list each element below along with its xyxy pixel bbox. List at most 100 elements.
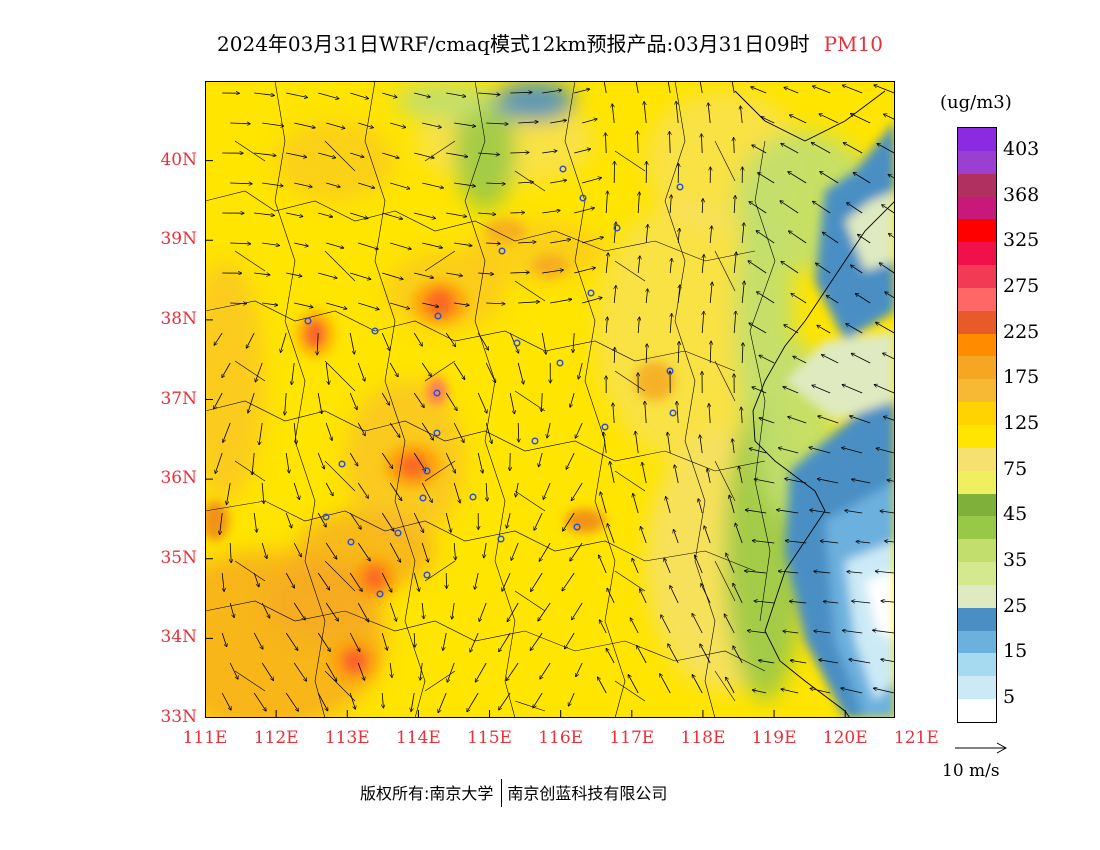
wind-arrow [823, 601, 839, 603]
wind-arrow [761, 117, 775, 124]
wind-arrow [539, 452, 543, 467]
wind-arrow [745, 510, 767, 514]
wind-arrow [389, 542, 400, 562]
wind-arrow [742, 343, 743, 364]
lon-label: 117E [609, 728, 655, 748]
wind-arrow [638, 192, 639, 214]
wind-arrow [530, 632, 543, 651]
wind-arrow [752, 145, 767, 154]
wind-arrow [478, 273, 493, 274]
wind-arrow [724, 614, 735, 634]
wind-arrow [858, 234, 871, 244]
wind-arrow [574, 208, 594, 214]
wind-arrow [674, 465, 679, 484]
legend-colorbar [957, 127, 997, 723]
wind-arrow [533, 692, 543, 708]
wind-arrow [485, 362, 495, 383]
wind-arrow [261, 602, 270, 618]
wind-arrow [702, 199, 703, 214]
wind-arrow [842, 448, 863, 454]
wind-arrow [414, 152, 434, 158]
wind-arrow [678, 285, 680, 304]
city-marker [469, 493, 477, 501]
wind-arrow [294, 242, 308, 246]
legend-swatch [958, 219, 996, 243]
title-variable: PM10 [823, 32, 883, 56]
wind-arrow [214, 392, 223, 409]
wind-arrow [814, 571, 831, 573]
city-marker [559, 165, 567, 173]
wind-arrow [742, 223, 744, 244]
wind-arrow [542, 270, 563, 274]
wind-arrow [280, 332, 287, 353]
city-marker [613, 224, 621, 232]
city-marker [338, 460, 346, 468]
wind-arrow [851, 265, 863, 274]
legend-swatch [958, 265, 996, 288]
wind-arrow [357, 362, 365, 381]
wind-arrow [783, 387, 799, 394]
wind-arrow [422, 182, 443, 188]
wind-arrow [578, 362, 583, 379]
wind-arrow [477, 392, 487, 413]
wind-arrow [563, 512, 575, 531]
city-marker [371, 327, 379, 335]
wind-arrow [603, 432, 607, 454]
wind-arrow [421, 362, 431, 376]
wind-arrow [784, 325, 799, 334]
legend-label: 125 [1003, 412, 1040, 434]
wind-arrow [745, 571, 767, 574]
wind-arrow [789, 231, 807, 244]
wind-arrow [414, 272, 433, 278]
wind-arrow [253, 512, 257, 532]
city-marker [587, 289, 595, 297]
wind-arrow [531, 572, 543, 592]
legend-swatch [958, 653, 996, 677]
wind-arrow [709, 404, 710, 424]
wind-arrow [478, 93, 500, 95]
city-marker [497, 535, 505, 543]
wind-arrow [822, 232, 839, 244]
lon-label: 111E [182, 728, 228, 748]
wind-arrow [510, 272, 529, 273]
wind-arrow [817, 325, 831, 334]
wind-arrow [220, 512, 223, 535]
wind-arrow [507, 512, 511, 528]
wind-arrow [885, 292, 895, 299]
wind-arrow [841, 688, 863, 694]
wind-arrow [499, 692, 511, 710]
wind-arrow [285, 692, 298, 711]
wind-arrow [542, 90, 561, 94]
legend-label: 368 [1003, 183, 1040, 206]
wind-arrow [518, 422, 519, 442]
wind-arrow [876, 448, 895, 454]
wind-arrow [223, 422, 231, 442]
city-marker [304, 317, 312, 325]
wind-arrow [286, 272, 302, 276]
wind-arrow [733, 583, 743, 604]
wind-arrow [565, 632, 575, 649]
wind-arrow [785, 479, 807, 484]
wind-arrow [381, 632, 387, 650]
wind-arrow [422, 242, 442, 248]
legend-swatch [958, 676, 996, 700]
wind-arrow [246, 332, 255, 348]
wind-arrow [822, 355, 839, 364]
wind-arrow [754, 479, 775, 484]
wind-arrow [454, 182, 475, 186]
wind-arrow [749, 202, 767, 214]
wind-arrow [810, 688, 831, 694]
wind-arrow [791, 293, 807, 304]
wind-arrow [880, 511, 895, 513]
city-marker [394, 529, 402, 537]
coastline [734, 90, 895, 718]
wind-arrow [733, 252, 736, 274]
lat-label: 36N [160, 468, 197, 489]
wind-arrow [506, 662, 519, 681]
wind-arrow [381, 572, 392, 592]
wind-arrow [358, 302, 379, 310]
wind-arrow [214, 332, 223, 345]
wind-arrow [749, 323, 767, 334]
wind-arrow [781, 261, 799, 274]
wind-arrow [785, 541, 807, 544]
